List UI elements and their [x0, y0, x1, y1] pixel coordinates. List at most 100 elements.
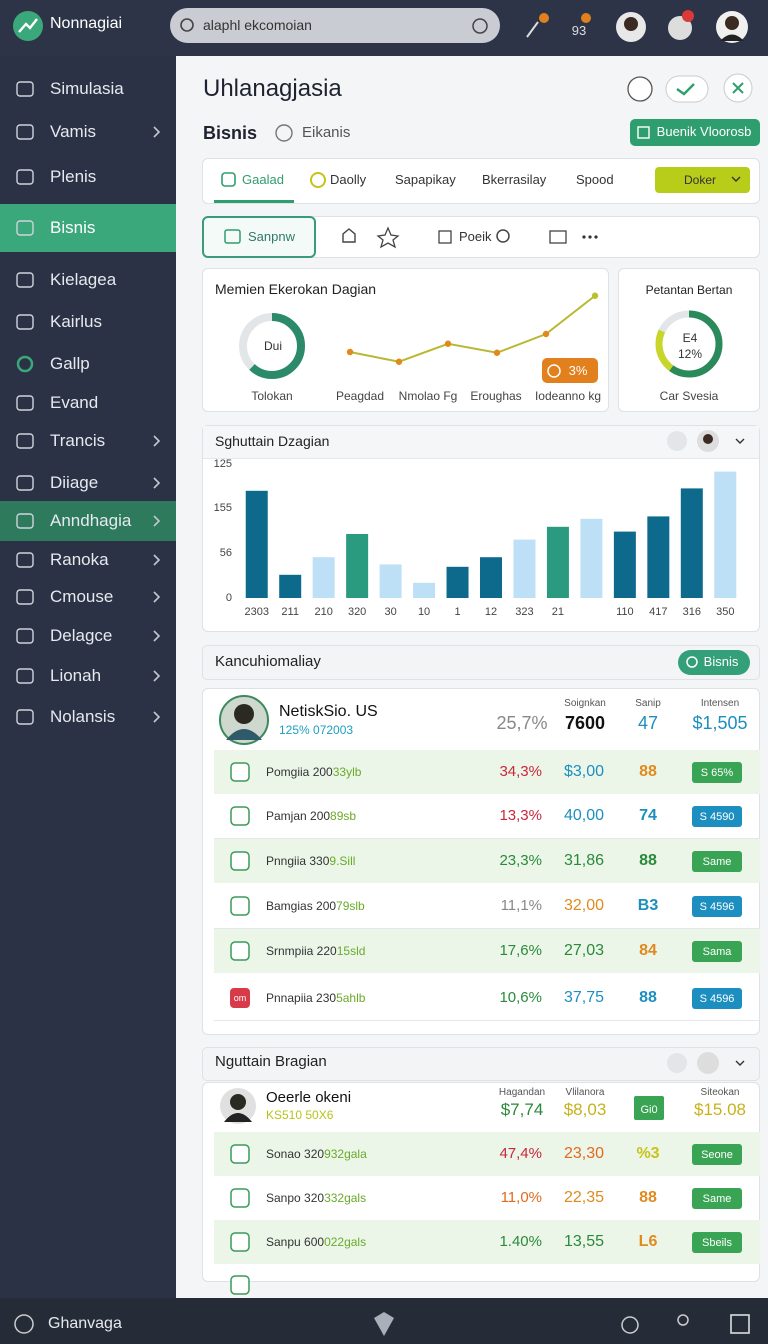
- sidebar-item: Delagce: [50, 626, 113, 645]
- row-badge: [692, 896, 742, 917]
- row-name: Sanpu 600022gals: [266, 1232, 366, 1252]
- x-tick-label: 316: [682, 606, 701, 618]
- primary-button-label: Sanpnw: [248, 229, 295, 244]
- bar: [714, 471, 737, 598]
- sidebar-icon: [16, 124, 34, 140]
- row-percent: 10,6%: [499, 989, 542, 1006]
- sidebar-item: Lionah: [50, 666, 102, 685]
- header-icon: [627, 76, 653, 102]
- row-icon: [230, 806, 250, 826]
- row-tag: 79slb: [336, 899, 365, 913]
- sidebar-active: [0, 204, 176, 252]
- row-name-text: Pnnapiia 230: [266, 991, 337, 1005]
- search-field[interactable]: [170, 8, 500, 43]
- row-tag: 33ylb: [332, 765, 362, 779]
- row-highlight: [214, 1220, 760, 1264]
- chevron: [735, 438, 745, 444]
- sidebar-item: Plenis: [50, 167, 97, 186]
- row-name-text: Pnngiia 330: [266, 854, 330, 868]
- row-tag: 89sb: [330, 809, 357, 823]
- row-badge: [692, 806, 742, 827]
- check-icon: [676, 83, 695, 96]
- pen-icon: [526, 21, 539, 38]
- sidebar-item: Vamis: [50, 122, 96, 141]
- tab-icon: [221, 172, 236, 187]
- x-tick-label: 1: [454, 606, 461, 618]
- row-badge: [692, 1144, 742, 1165]
- footer-icon: [621, 1316, 639, 1334]
- trend-line: [349, 294, 596, 363]
- card-title: Memien Ekerokan Dagian: [215, 281, 377, 297]
- tab: Daolly: [330, 172, 367, 187]
- card-title: Petantan Bertan: [645, 283, 733, 297]
- header-icon: [665, 75, 709, 103]
- gauge-card: [618, 268, 760, 412]
- table2-header: [202, 1047, 760, 1081]
- row-divider: [214, 838, 760, 839]
- sidebar-icon: [16, 668, 34, 684]
- row-count: 74: [639, 807, 657, 824]
- avatar-head: [703, 434, 713, 444]
- row-value: 37,75: [563, 989, 604, 1006]
- chevron: [153, 591, 161, 603]
- profile-value: 7600: [564, 713, 606, 733]
- chart-title: Sghuttain Dzagian: [215, 433, 330, 449]
- bar: [680, 488, 703, 598]
- bar: [613, 531, 636, 598]
- row-count: 88: [639, 852, 657, 869]
- row-icon: [230, 988, 250, 1008]
- trend-point: [493, 349, 501, 356]
- sidebar-item: Evand: [50, 393, 99, 412]
- row-badge-label: S 4596: [699, 993, 735, 1005]
- column-header: Siteokan: [700, 1087, 740, 1098]
- header-button[interactable]: [630, 119, 760, 146]
- row-badge-label: Same: [702, 856, 732, 868]
- sidebar-icon: [16, 169, 34, 185]
- row-count: L6: [638, 1233, 658, 1250]
- footer-icon: [730, 1314, 750, 1334]
- trend-label: Nmolao Fg: [398, 389, 458, 403]
- menu-dot: [582, 235, 586, 239]
- sidebar-item: Bisnis: [50, 218, 96, 237]
- table1-header: [202, 645, 760, 680]
- row-percent: 34,3%: [499, 763, 542, 780]
- profile-value: 25,7%: [496, 713, 548, 733]
- row-icon: [230, 1144, 250, 1164]
- section-subtitle: Eikanis: [302, 124, 351, 141]
- trend-badge: [542, 358, 598, 383]
- sidebar-item: Anndhagia: [50, 511, 132, 530]
- sidebar-icon: [16, 433, 34, 449]
- row-name-text: Bamgias 200: [266, 899, 337, 913]
- x-tick-label: 323: [515, 606, 534, 618]
- toolbar-search-label: Poeik: [459, 229, 492, 244]
- gauge-label: E4: [682, 331, 698, 345]
- bar: [446, 566, 469, 598]
- x-tick-label: 30: [384, 606, 397, 618]
- row-badge: [692, 762, 742, 783]
- row-tag: 15sld: [336, 944, 366, 958]
- sidebar-icon: [16, 272, 34, 288]
- sidebar-icon: [16, 314, 34, 330]
- column-header: Intensen: [700, 698, 740, 709]
- sidebar-icon: [16, 589, 34, 605]
- primary-button[interactable]: [202, 216, 316, 258]
- tab: Bkerrasilay: [482, 172, 547, 187]
- sidebar-item: Kielagea: [50, 270, 117, 289]
- table1-button[interactable]: [678, 650, 750, 675]
- button-icon: [224, 229, 241, 244]
- chevron: [153, 630, 161, 642]
- toolbar-icon: [496, 229, 510, 243]
- row-badge-label: S 4590: [699, 811, 735, 823]
- row-icon: [230, 851, 250, 871]
- avatar-body: [226, 729, 262, 740]
- trend-point: [591, 292, 599, 299]
- menu-dot: [594, 235, 598, 239]
- profile-value: $1,505: [692, 713, 748, 733]
- footer-icon: [14, 1314, 34, 1334]
- profile-badge-label: Gi0: [640, 1104, 658, 1116]
- section-title: Bisnis: [203, 123, 258, 143]
- bar: [346, 534, 369, 598]
- row-percent: 17,6%: [499, 942, 542, 959]
- bar: [379, 564, 402, 598]
